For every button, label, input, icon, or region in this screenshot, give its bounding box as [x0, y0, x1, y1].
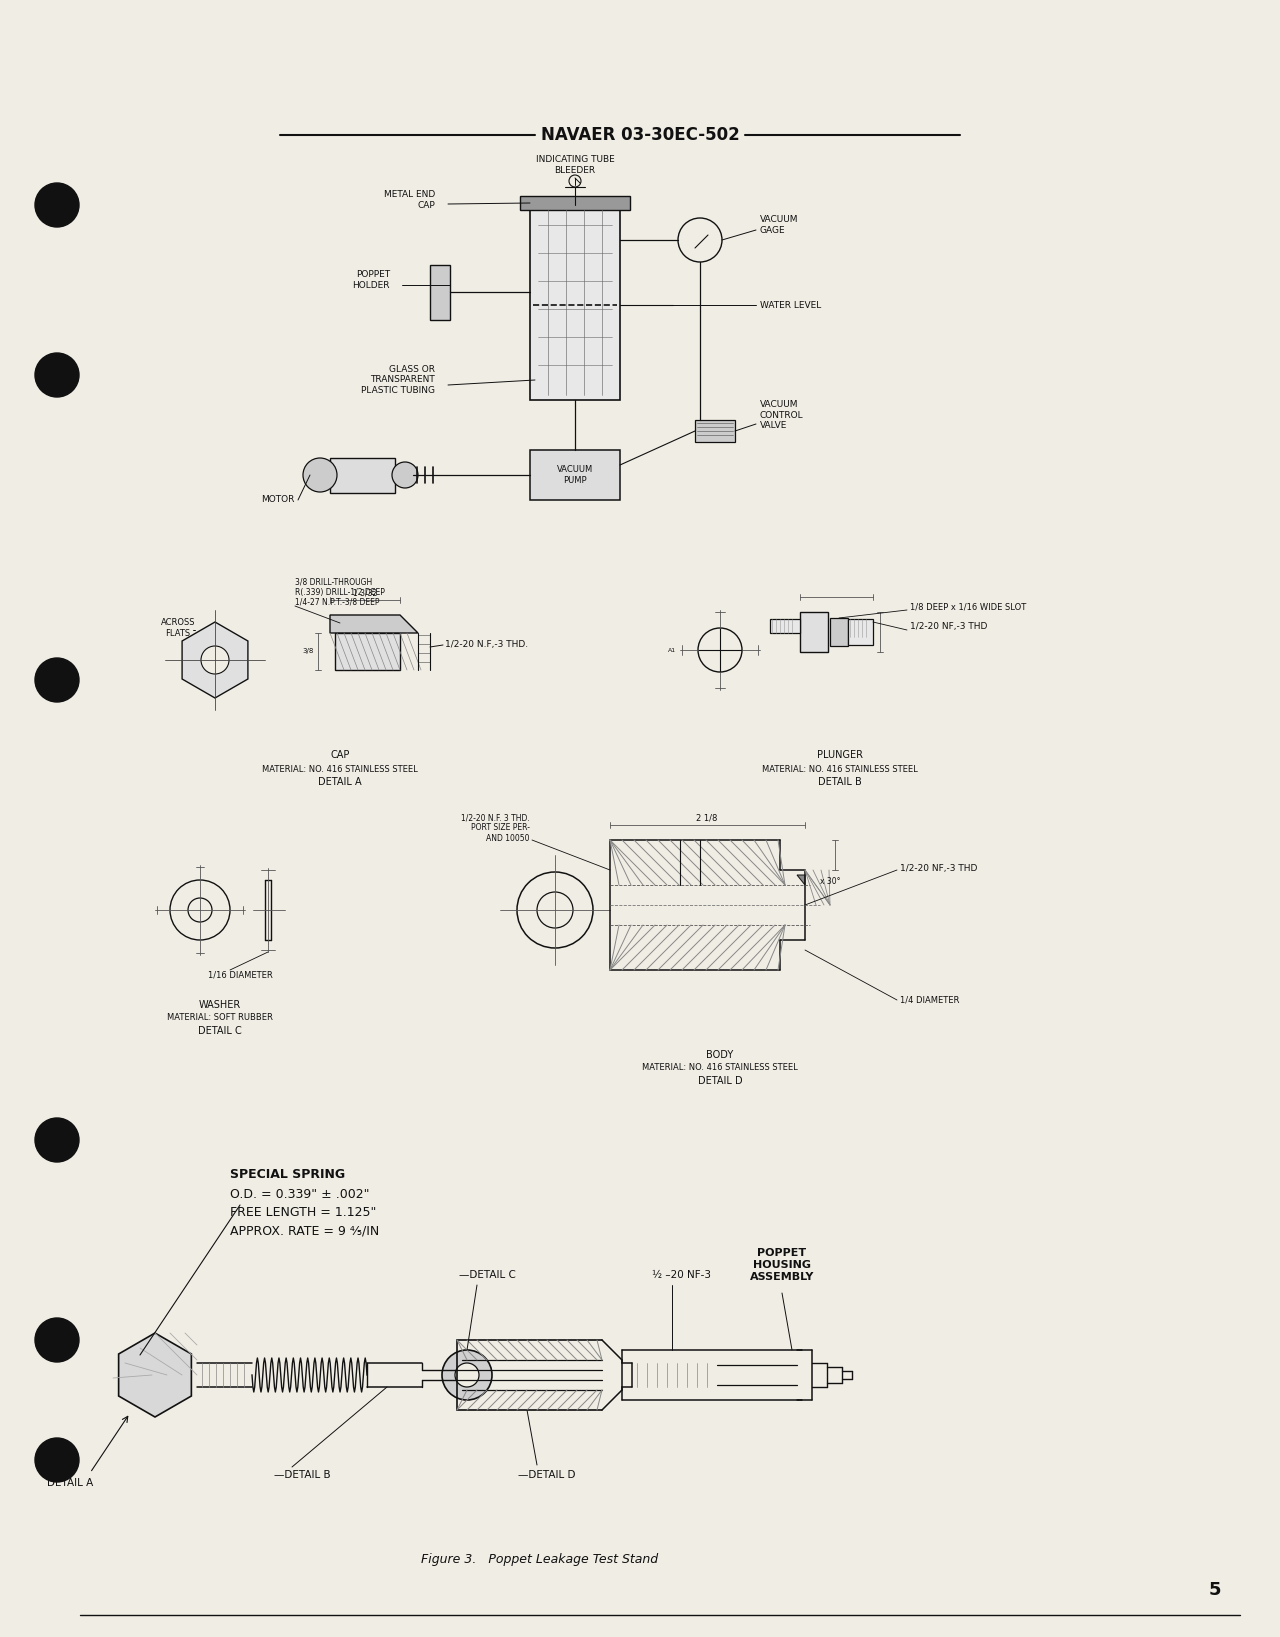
Text: —DETAIL B: —DETAIL B [274, 1470, 330, 1480]
Text: MATERIAL: NO. 416 STAINLESS STEEL: MATERIAL: NO. 416 STAINLESS STEEL [262, 764, 417, 774]
Text: WASHER: WASHER [198, 1000, 241, 1010]
Text: Figure 3.   Poppet Leakage Test Stand: Figure 3. Poppet Leakage Test Stand [421, 1554, 659, 1567]
Bar [335, 634, 399, 670]
Text: 1/16 DIAMETER: 1/16 DIAMETER [207, 971, 273, 979]
Circle shape [303, 458, 337, 493]
Bar [829, 619, 849, 647]
Circle shape [442, 1351, 492, 1400]
Text: ACROSS
FLATS: ACROSS FLATS [161, 619, 196, 638]
Text: 1/2-20 N.F. 3 THD.
PORT SIZE PER-
AND 10050: 1/2-20 N.F. 3 THD. PORT SIZE PER- AND 10… [461, 814, 530, 843]
Circle shape [35, 1318, 79, 1362]
Text: 1/2-20 N.F,-3 THD.: 1/2-20 N.F,-3 THD. [445, 640, 529, 650]
Text: NAVAER 03-30EC-502: NAVAER 03-30EC-502 [540, 126, 740, 144]
Text: 1/8 DEEP x 1/16 WIDE SLOT: 1/8 DEEP x 1/16 WIDE SLOT [910, 602, 1027, 612]
Text: DETAIL A: DETAIL A [47, 1478, 93, 1488]
Polygon shape [182, 622, 248, 697]
Text: MATERIAL: NO. 416 STAINLESS STEEL: MATERIAL: NO. 416 STAINLESS STEEL [762, 764, 918, 774]
Bar [330, 458, 396, 493]
Text: VACUUM
GAGE: VACUUM GAGE [760, 216, 799, 234]
Bar [800, 612, 828, 652]
Text: BODY: BODY [707, 1049, 733, 1061]
Text: INDICATING TUBE
BLEEDER: INDICATING TUBE BLEEDER [535, 156, 614, 175]
Circle shape [698, 629, 742, 673]
Text: 1/2-20 NF,-3 THD: 1/2-20 NF,-3 THD [900, 863, 978, 873]
Text: A1: A1 [668, 648, 676, 653]
Bar [771, 619, 800, 634]
Text: FREE LENGTH = 1.125": FREE LENGTH = 1.125" [230, 1206, 376, 1220]
Text: PLUNGER: PLUNGER [817, 750, 863, 760]
Circle shape [201, 647, 229, 674]
Text: APPROX. RATE = 9 ⅘/IN: APPROX. RATE = 9 ⅘/IN [230, 1224, 379, 1238]
Bar [849, 619, 873, 645]
Text: MOTOR: MOTOR [261, 496, 294, 504]
Circle shape [35, 1118, 79, 1162]
Text: WATER LEVEL: WATER LEVEL [760, 301, 822, 309]
Polygon shape [330, 616, 419, 634]
Circle shape [454, 1364, 479, 1387]
Text: DETAIL B: DETAIL B [818, 778, 861, 787]
Circle shape [678, 218, 722, 262]
Text: SPECIAL SPRING: SPECIAL SPRING [230, 1169, 346, 1182]
Text: VACUUM
PUMP: VACUUM PUMP [557, 465, 593, 485]
Text: —DETAIL C: —DETAIL C [458, 1270, 516, 1280]
Text: MATERIAL: NO. 416 STAINLESS STEEL: MATERIAL: NO. 416 STAINLESS STEEL [643, 1064, 797, 1072]
Bar [530, 205, 620, 399]
Bar [520, 196, 630, 210]
Circle shape [538, 892, 573, 928]
Circle shape [517, 873, 593, 948]
Bar [695, 421, 735, 442]
Bar [430, 265, 451, 319]
Text: 1 3/32: 1 3/32 [353, 588, 378, 598]
Text: O.D. = 0.339" ± .002": O.D. = 0.339" ± .002" [230, 1188, 370, 1202]
Text: DETAIL C: DETAIL C [198, 1026, 242, 1036]
Circle shape [35, 1437, 79, 1481]
Text: POPPET
HOUSING
ASSEMBLY: POPPET HOUSING ASSEMBLY [750, 1249, 814, 1282]
Text: 3/8 DRILL-THROUGH
R(.339) DRILL-1/2 DEEP
1/4-27 N.P.T.-3/8 DEEP: 3/8 DRILL-THROUGH R(.339) DRILL-1/2 DEEP… [294, 578, 385, 607]
Text: x 30°: x 30° [820, 877, 841, 887]
Circle shape [35, 658, 79, 702]
Circle shape [35, 183, 79, 228]
Circle shape [170, 881, 230, 940]
Text: 1/2-20 NF,-3 THD: 1/2-20 NF,-3 THD [910, 622, 987, 632]
Text: DETAIL D: DETAIL D [698, 1076, 742, 1085]
Bar [530, 450, 620, 499]
Text: VACUUM
CONTROL
VALVE: VACUUM CONTROL VALVE [760, 399, 804, 431]
Text: 1/4 DIAMETER: 1/4 DIAMETER [900, 995, 960, 1005]
Circle shape [35, 354, 79, 398]
Text: CAP: CAP [330, 750, 349, 760]
Text: ½ –20 NF-3: ½ –20 NF-3 [653, 1270, 712, 1280]
Polygon shape [797, 876, 805, 886]
Text: 5: 5 [1208, 1581, 1221, 1599]
Text: 3/8: 3/8 [302, 648, 314, 655]
Text: 2 1/8: 2 1/8 [696, 814, 718, 822]
Circle shape [188, 899, 212, 922]
Text: —DETAIL D: —DETAIL D [518, 1470, 576, 1480]
Text: METAL END
CAP: METAL END CAP [384, 190, 435, 210]
Circle shape [392, 462, 419, 488]
Text: POPPET
HOLDER: POPPET HOLDER [352, 270, 390, 290]
Text: MATERIAL: SOFT RUBBER: MATERIAL: SOFT RUBBER [168, 1013, 273, 1023]
Polygon shape [119, 1333, 192, 1418]
Text: DETAIL A: DETAIL A [319, 778, 362, 787]
Text: GLASS OR
TRANSPARENT
PLASTIC TUBING: GLASS OR TRANSPARENT PLASTIC TUBING [361, 365, 435, 395]
